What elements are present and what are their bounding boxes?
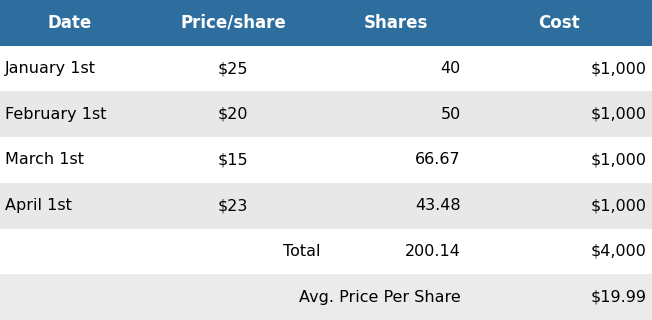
Text: January 1st: January 1st bbox=[5, 61, 96, 76]
Text: $19.99: $19.99 bbox=[591, 290, 647, 305]
Text: $20: $20 bbox=[218, 107, 248, 122]
Bar bbox=[0, 137, 652, 183]
Text: 66.67: 66.67 bbox=[415, 153, 461, 167]
Text: Date: Date bbox=[48, 14, 92, 32]
Bar bbox=[0, 228, 652, 274]
Text: Total: Total bbox=[283, 244, 321, 259]
Text: $23: $23 bbox=[218, 198, 248, 213]
Text: $1,000: $1,000 bbox=[591, 61, 647, 76]
Bar bbox=[0, 183, 652, 228]
Text: 40: 40 bbox=[441, 61, 461, 76]
Text: April 1st: April 1st bbox=[5, 198, 72, 213]
Text: Avg. Price Per Share: Avg. Price Per Share bbox=[299, 290, 461, 305]
Bar bbox=[0, 92, 652, 137]
Bar bbox=[0, 0, 652, 46]
Text: February 1st: February 1st bbox=[5, 107, 107, 122]
Text: Shares: Shares bbox=[364, 14, 428, 32]
Text: 50: 50 bbox=[441, 107, 461, 122]
Text: $1,000: $1,000 bbox=[591, 107, 647, 122]
Text: $25: $25 bbox=[218, 61, 248, 76]
Text: Cost: Cost bbox=[539, 14, 580, 32]
Text: 200.14: 200.14 bbox=[405, 244, 461, 259]
Text: $1,000: $1,000 bbox=[591, 153, 647, 167]
Text: $4,000: $4,000 bbox=[591, 244, 647, 259]
Text: $1,000: $1,000 bbox=[591, 198, 647, 213]
Bar bbox=[0, 274, 652, 320]
Text: $15: $15 bbox=[218, 153, 248, 167]
Text: Price/share: Price/share bbox=[180, 14, 286, 32]
Bar bbox=[0, 46, 652, 92]
Text: March 1st: March 1st bbox=[5, 153, 84, 167]
Text: 43.48: 43.48 bbox=[415, 198, 461, 213]
